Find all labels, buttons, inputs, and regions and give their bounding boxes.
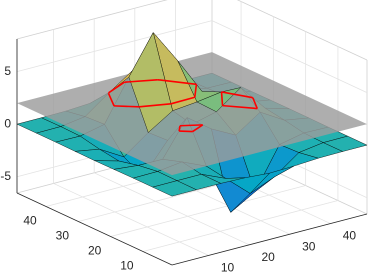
contour-line [220, 91, 224, 106]
grid-line [53, 183, 209, 256]
contour-line [178, 125, 181, 132]
contour-line [170, 96, 196, 105]
y-tick-label: 30 [56, 229, 70, 243]
box-edge [16, 0, 168, 40]
contour-line [222, 104, 258, 110]
contour-line [107, 92, 115, 107]
contour-line [179, 130, 193, 133]
contour-line [159, 79, 197, 86]
contour-line [113, 105, 140, 108]
surface-patch [152, 180, 197, 197]
x-axis [171, 213, 368, 266]
contour-line [193, 84, 198, 98]
x-tick-label: 10 [221, 261, 235, 275]
x-tick-label: 30 [302, 239, 316, 253]
z-tick-label: 0 [4, 116, 11, 130]
contour-line [252, 97, 259, 109]
z-tick-label: -5 [0, 169, 11, 183]
slice-plane [17, 52, 367, 176]
grid-line [110, 185, 306, 237]
contour-line [139, 103, 171, 108]
grid-line [16, 20, 213, 72]
y-tick-label: 10 [120, 259, 134, 273]
z-tick-label: 5 [4, 64, 11, 78]
contour-line [124, 79, 158, 83]
grid-line [211, 20, 368, 93]
contour-line [179, 124, 203, 127]
contour-line [192, 124, 204, 133]
grid-line [142, 200, 339, 252]
grid-line [94, 172, 250, 246]
y-axis [16, 192, 173, 266]
x-tick-label: 20 [262, 250, 276, 264]
contour-line [108, 81, 125, 94]
y-tick-label: 20 [88, 244, 102, 258]
box-edge [236, 0, 368, 61]
x-tick-label: 40 [343, 229, 357, 243]
y-tick-label: 40 [23, 214, 37, 228]
contour-line [221, 91, 253, 99]
